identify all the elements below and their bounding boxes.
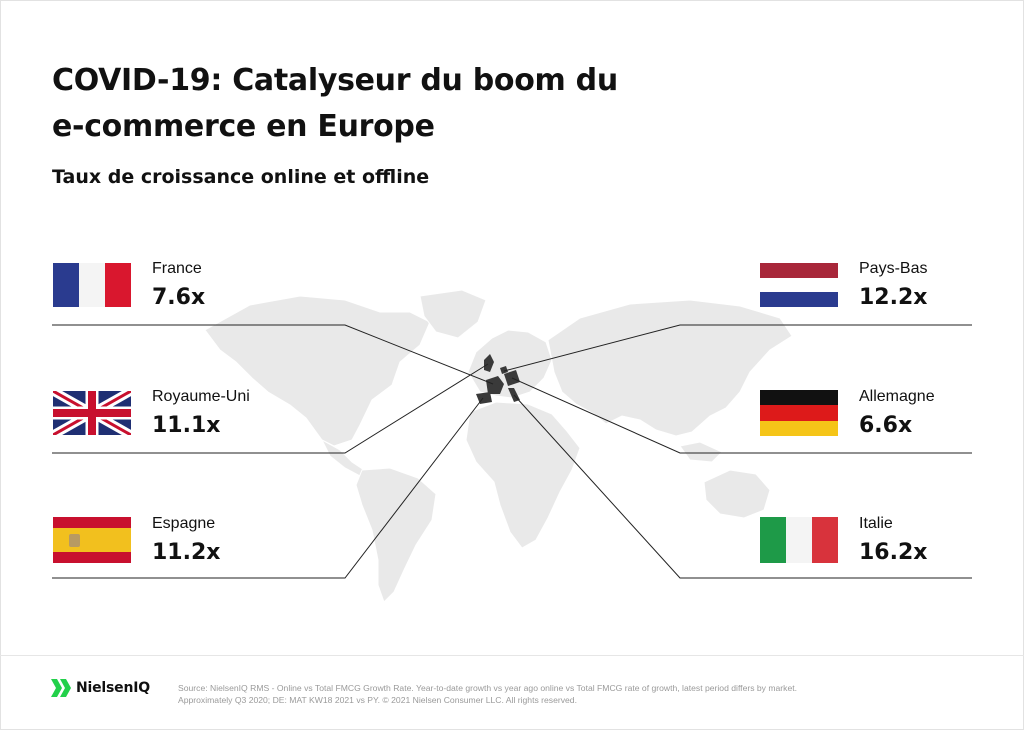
country-name-italie: Italie [859,515,893,532]
country-value-espagne: 11.2x [152,540,221,565]
page-title: COVID-19: Catalyseur du boom du e-commer… [52,58,772,150]
uk-flag-icon [50,387,134,439]
title-line-1: COVID-19: Catalyseur du boom du [52,63,618,98]
country-value-france: 7.6x [152,285,206,310]
north-america-shape [204,295,431,447]
source-line-1: Source: NielsenIQ RMS - Online vs Total … [178,683,798,693]
country-name-royaume-uni: Royaume-Uni [152,388,250,405]
footer-divider [0,655,1024,656]
germany-flag-icon [760,390,838,436]
australia-shape [703,469,771,519]
uk-shape [484,354,494,372]
country-name-espagne: Espagne [152,515,216,532]
europe-shape [467,329,553,399]
country-name-france: France [152,260,202,277]
italy-flag-icon [760,517,838,563]
source-line-2: Approximately Q3 2020; DE: MAT KW18 2021… [178,695,577,705]
netherlands-flag-icon [760,263,838,307]
country-value-italie: 16.2x [859,540,928,565]
netherlands-shape [500,366,508,374]
southeast-asia-shape [679,441,723,463]
logo-text: NielsenIQ [76,680,150,696]
france-flag-icon [53,263,131,307]
spain-shape [476,392,492,404]
asia-shape [547,299,793,437]
nielseniq-logo-icon [51,679,71,697]
page-subtitle: Taux de croissance online et offline [52,166,430,188]
country-value-royaume-uni: 11.1x [152,413,221,438]
africa-shape [465,401,581,549]
leader-line-pays-bas [503,324,972,372]
south-america-shape [355,467,437,603]
country-name-allemagne: Allemagne [859,388,935,405]
leader-line-royaume-uni [52,363,489,454]
country-value-pays-bas: 12.2x [859,285,928,310]
country-value-allemagne: 6.6x [859,413,913,438]
source-note: Source: NielsenIQ RMS - Online vs Total … [178,682,878,706]
france-shape [486,376,504,394]
leader-line-italie [513,394,972,579]
nielseniq-logo: NielsenIQ [50,678,150,698]
spain-flag-icon [53,517,131,563]
leader-line-france [52,324,494,385]
country-name-pays-bas: Pays-Bas [859,260,928,277]
leader-line-espagne [52,397,484,579]
leader-line-allemagne [511,377,972,454]
title-line-2: e-commerce en Europe [52,109,435,144]
greenland-shape [419,289,487,339]
